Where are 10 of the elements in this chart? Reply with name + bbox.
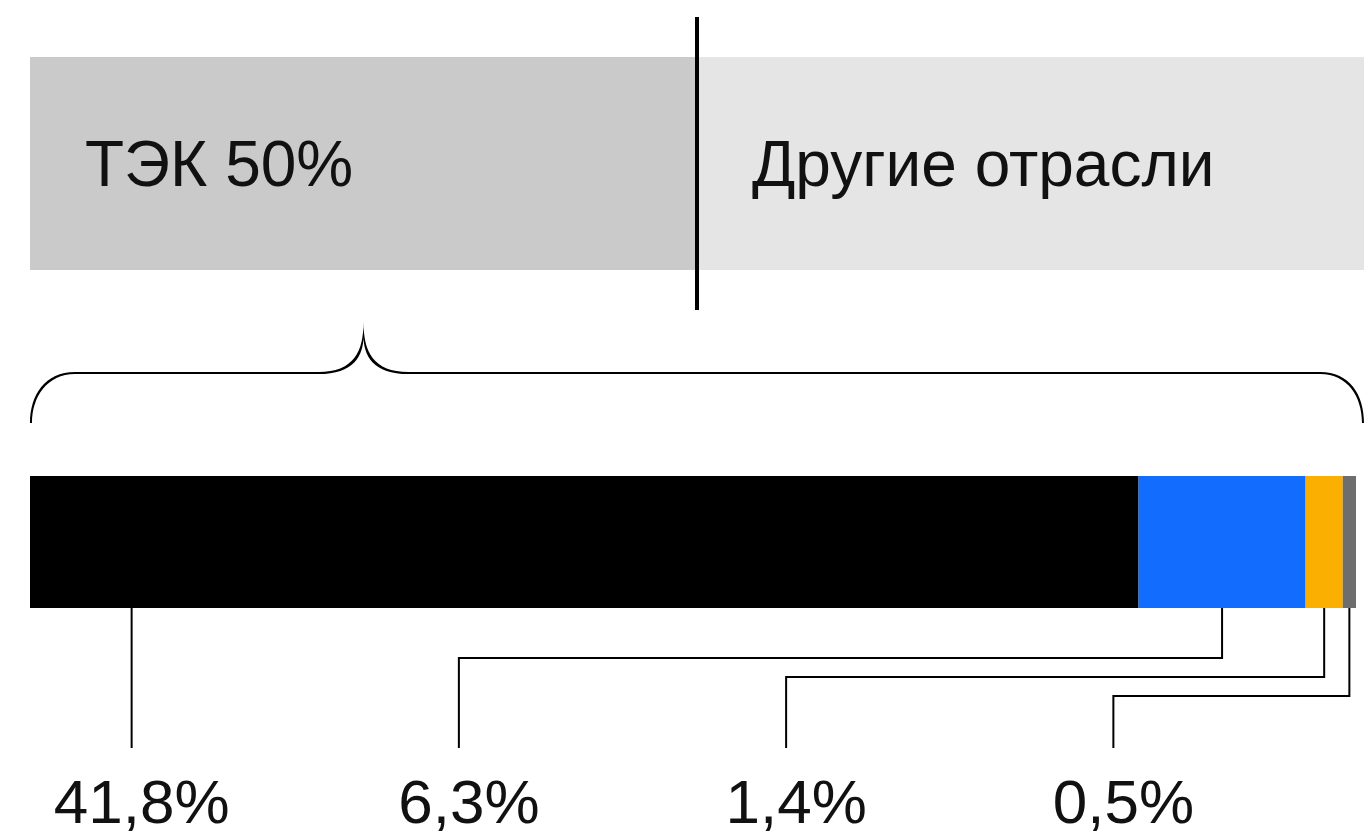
series-label: ТЭК 50% bbox=[85, 127, 354, 200]
bar bbox=[1305, 476, 1343, 608]
data-label: 6,3% bbox=[398, 767, 540, 836]
data-label: 1,4% bbox=[725, 767, 867, 836]
bar bbox=[1342, 476, 1356, 608]
data-label: 41,8% bbox=[53, 767, 230, 836]
data-label: 0,5% bbox=[1052, 767, 1195, 836]
series-label: Другие отрасли bbox=[752, 127, 1215, 200]
bar bbox=[1138, 476, 1306, 608]
bar bbox=[30, 476, 1139, 608]
